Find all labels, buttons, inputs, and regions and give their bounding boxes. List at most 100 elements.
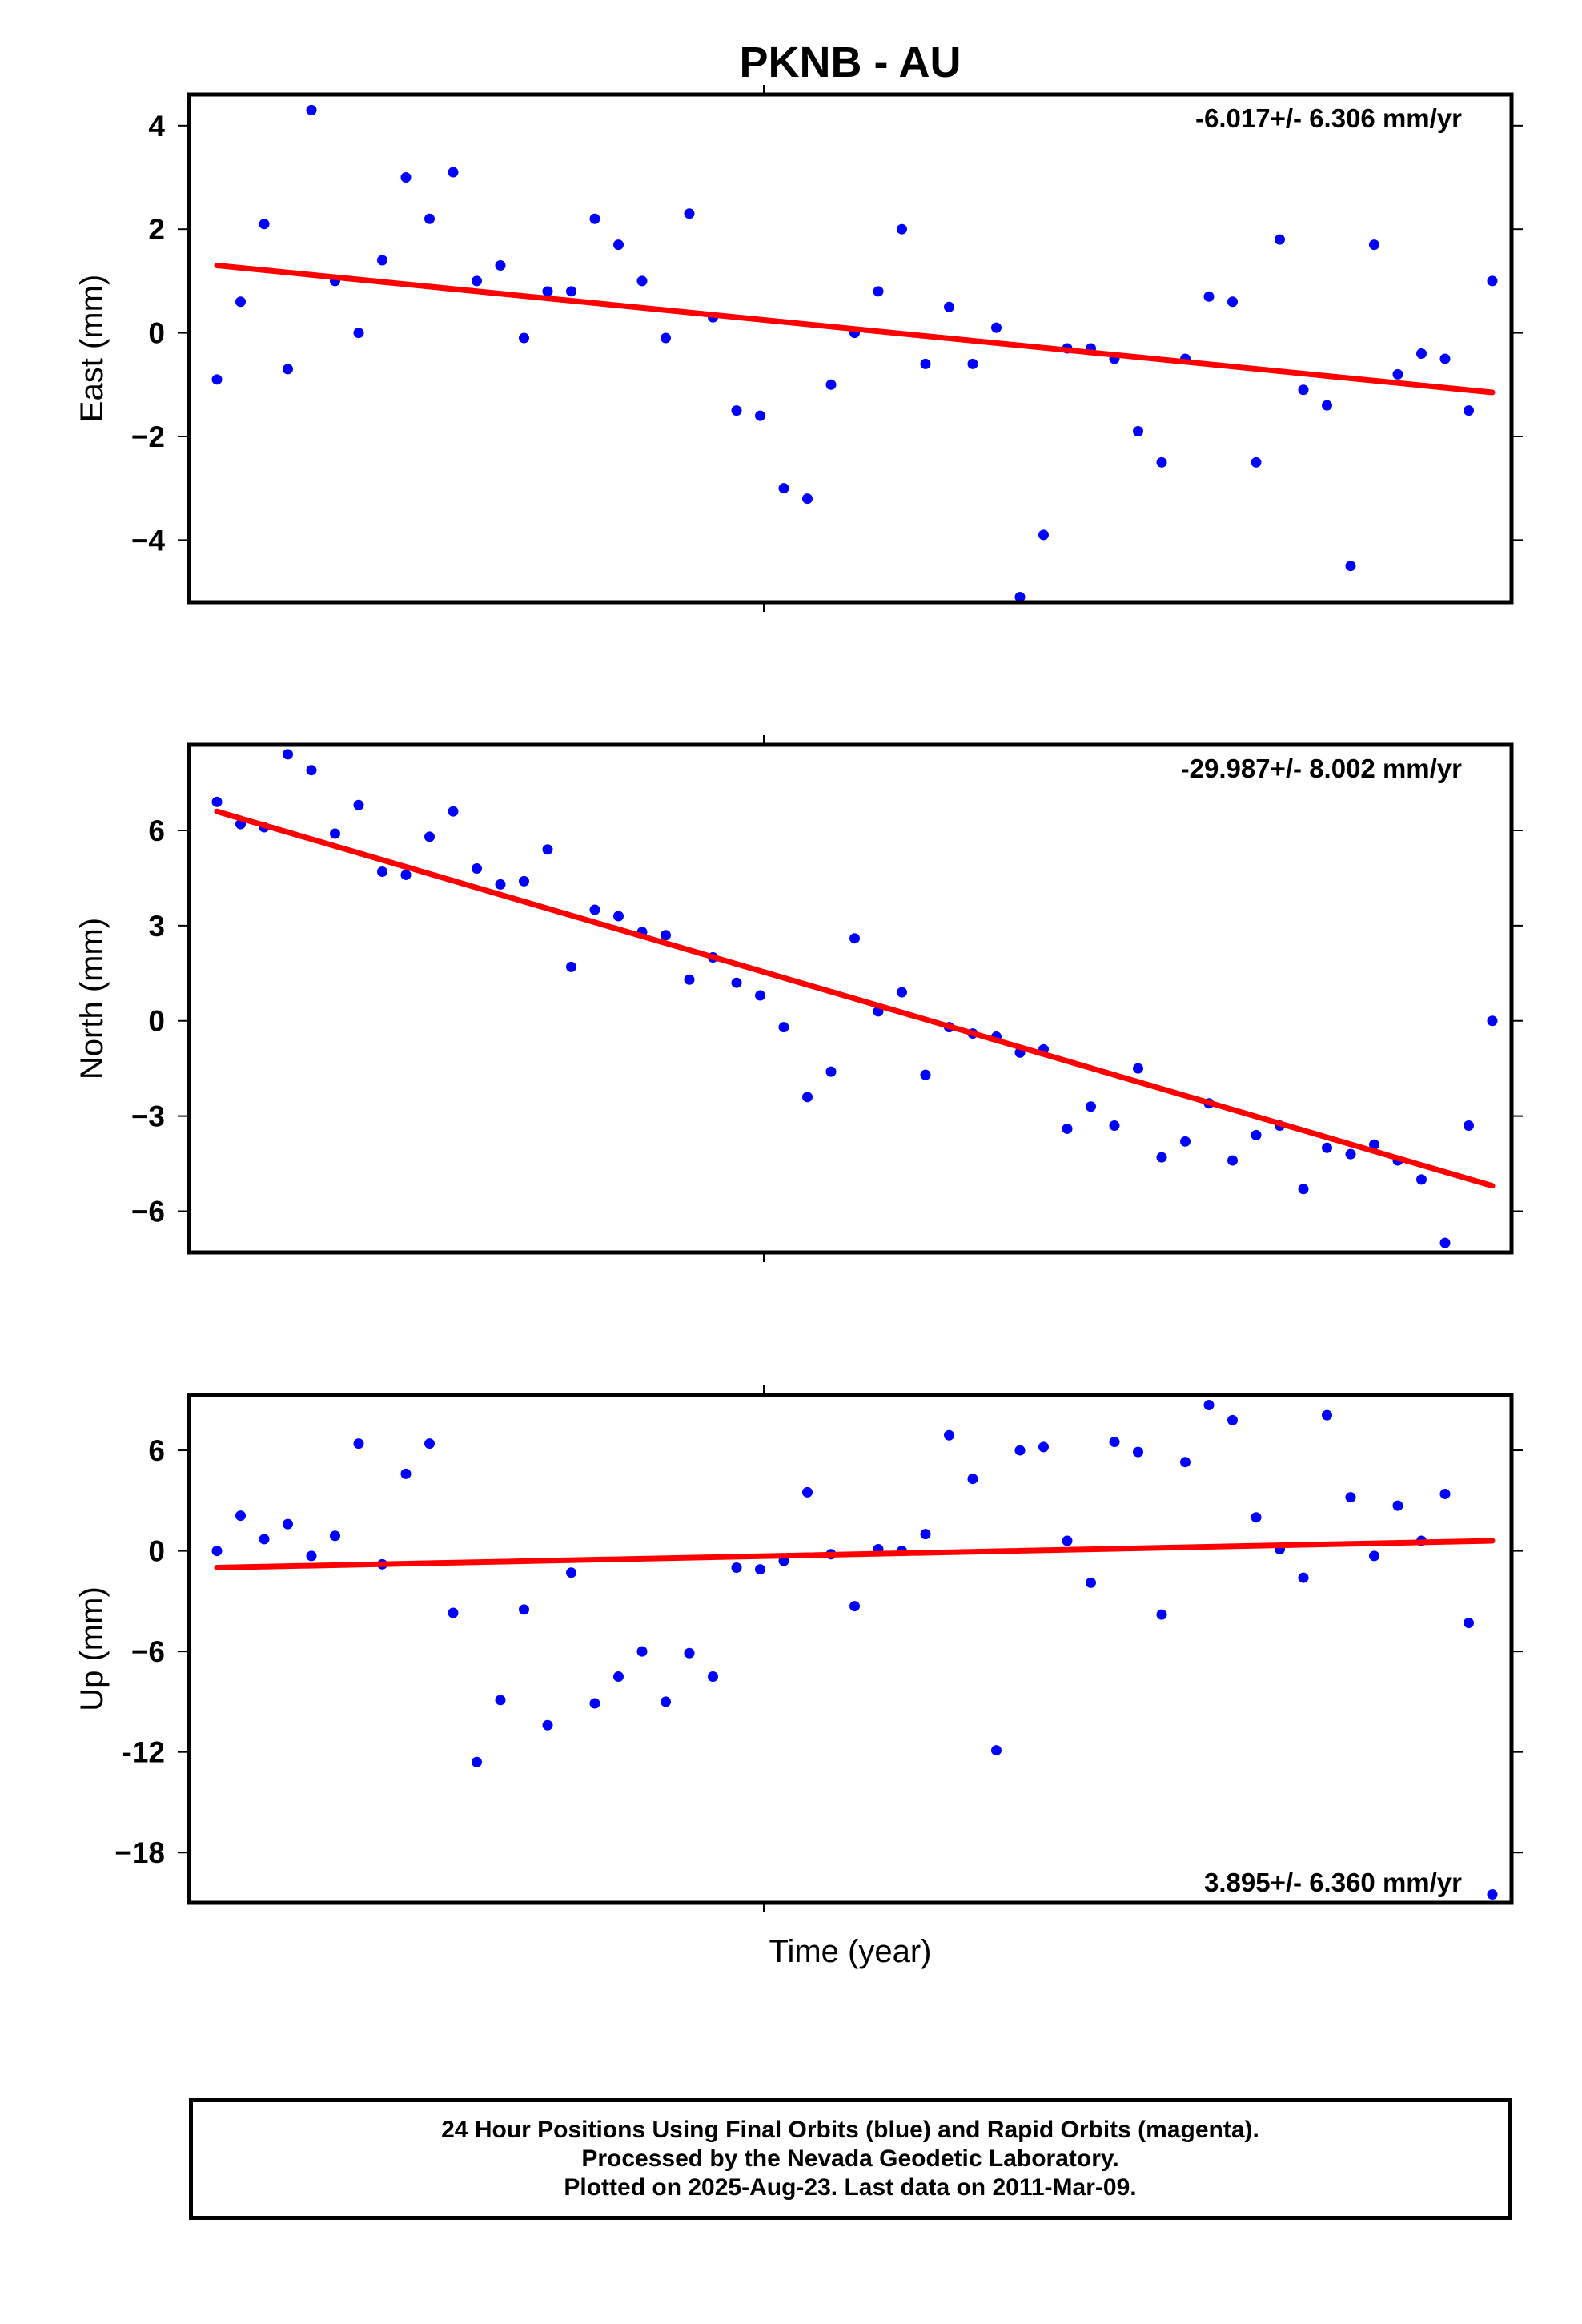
up-data-point [519, 1604, 529, 1615]
east-ytick-label: 4 [148, 110, 165, 143]
up-data-point [400, 1468, 412, 1479]
east-data-point [1038, 529, 1049, 541]
up-data-point [1038, 1441, 1049, 1453]
up-data-point [636, 1646, 648, 1657]
up-ytick-label: −6 [131, 1635, 165, 1668]
up-data-point [566, 1567, 576, 1578]
north-data-point [1227, 1155, 1238, 1166]
east-data-point [1133, 426, 1143, 437]
east-data-point [1227, 296, 1238, 308]
up-data-point [613, 1671, 624, 1683]
east-data-point [755, 410, 765, 421]
north-data-point [1487, 1015, 1498, 1027]
north-data-point [1369, 1139, 1379, 1150]
north-data-point [330, 828, 340, 839]
up-data-point [1133, 1446, 1143, 1458]
north-data-point [377, 866, 387, 877]
up-data-point [1203, 1400, 1215, 1411]
east-data-point [661, 332, 671, 344]
east-data-point [283, 364, 293, 375]
east-data-point [1439, 353, 1451, 364]
east-data-point [1392, 368, 1403, 380]
east-data-point [1275, 234, 1285, 245]
north-data-point [283, 749, 293, 760]
north-data-point [802, 1092, 813, 1103]
up-data-point [1251, 1512, 1262, 1523]
east-ytick-label: 0 [148, 317, 165, 350]
east-data-point [400, 172, 412, 183]
caption-line-processed: Processed by the Nevada Geodetic Laborat… [581, 2145, 1119, 2172]
east-data-point [211, 374, 223, 385]
north-data-point [495, 879, 506, 890]
caption-box: 24 Hour Positions Using Final Orbits (bl… [189, 2098, 1512, 2220]
north-data-point [1416, 1174, 1427, 1185]
north-data-point [1086, 1101, 1096, 1112]
up-data-point [1369, 1550, 1379, 1562]
up-data-point [661, 1696, 671, 1707]
north-data-point [613, 911, 624, 922]
east-data-point [636, 275, 648, 287]
east-data-point [424, 213, 435, 224]
up-data-point [967, 1474, 978, 1485]
east-data-point [377, 255, 387, 266]
north-data-point [920, 1069, 931, 1080]
east-plot-area [211, 104, 1498, 603]
up-ytick-label: −18 [114, 1836, 165, 1869]
up-data-point [755, 1564, 765, 1575]
north-data-point [211, 796, 223, 807]
north-plot-area [211, 749, 1498, 1248]
up-data-point [330, 1530, 340, 1542]
up-data-point [1062, 1535, 1073, 1546]
east-data-point [1487, 275, 1498, 287]
up-y-axis-label: Up (mm) [74, 1586, 110, 1711]
up-rate-label: 3.895+/- 6.360 mm/yr [1204, 1868, 1462, 1897]
north-data-point [353, 799, 364, 810]
east-data-point [566, 286, 576, 297]
up-panel-frame [187, 1393, 1514, 1905]
up-data-point [589, 1698, 600, 1709]
east-y-axis-label: East (mm) [74, 275, 110, 422]
up-data-point [802, 1486, 813, 1498]
north-ytick-label: 0 [148, 1005, 165, 1038]
north-panel-frame [187, 742, 1514, 1255]
up-data-point [283, 1518, 293, 1530]
up-plot-area [211, 1400, 1498, 1900]
up-data-point [1464, 1618, 1474, 1629]
east-data-point [684, 208, 695, 219]
north-rate-label: -29.987+/- 8.002 mm/yr [1181, 754, 1462, 783]
up-data-point [1298, 1572, 1309, 1583]
east-data-point [1014, 592, 1026, 603]
east-data-point [448, 167, 459, 178]
east-data-point [235, 296, 246, 308]
up-data-point [211, 1546, 223, 1557]
up-data-point [306, 1550, 317, 1562]
east-data-point [589, 213, 600, 224]
east-data-point [1203, 291, 1215, 302]
up-data-point [472, 1756, 482, 1767]
north-data-point [731, 977, 742, 988]
east-data-point [825, 379, 837, 390]
up-data-point [849, 1601, 860, 1612]
up-data-point [1227, 1414, 1238, 1425]
up-data-point [944, 1429, 954, 1441]
north-data-point [1298, 1184, 1309, 1195]
up-data-point [1180, 1457, 1191, 1468]
east-data-point [542, 286, 553, 297]
east-data-point [472, 275, 482, 287]
north-data-point [1322, 1142, 1332, 1153]
north-data-point [448, 806, 459, 817]
east-trend-line [214, 262, 1496, 396]
east-data-point [1464, 405, 1474, 416]
up-data-point [1487, 1889, 1498, 1900]
up-data-point [708, 1671, 718, 1683]
north-data-point [424, 831, 435, 842]
east-data-point [1345, 561, 1356, 572]
north-ytick-label: −3 [131, 1100, 165, 1133]
up-data-point [1014, 1445, 1026, 1456]
east-data-point [519, 332, 529, 344]
east-panel-frame [187, 92, 1514, 605]
up-data-point [353, 1438, 364, 1449]
up-data-point [1322, 1409, 1332, 1421]
north-data-point [472, 863, 482, 875]
north-data-point [755, 990, 765, 1001]
